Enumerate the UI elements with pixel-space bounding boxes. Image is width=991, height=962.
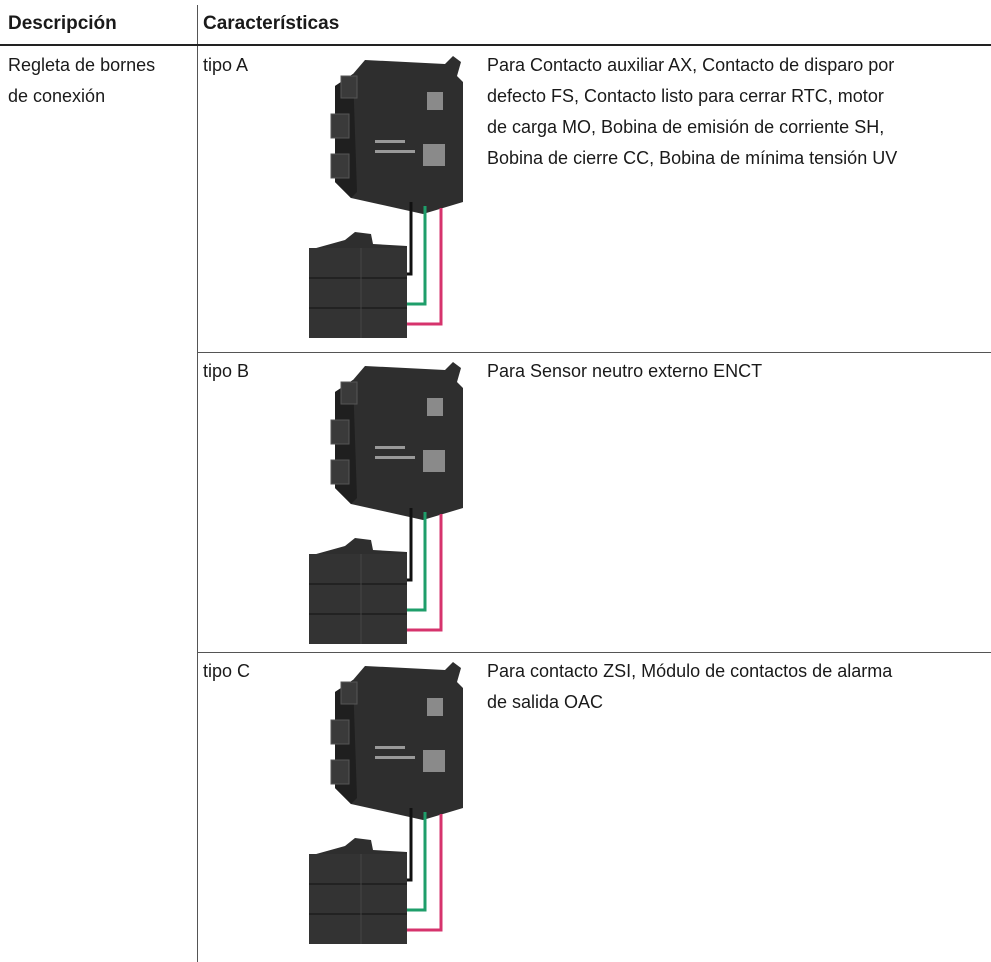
terminal-block <box>307 660 465 946</box>
type-label: tipo C <box>203 661 251 681</box>
feature-text: Para Sensor neutro externo ENCT <box>487 361 763 381</box>
feature-text: Bobina de cierre CC, Bobina de mínima te… <box>487 148 898 168</box>
feature-text: defecto FS, Contacto listo para cerrar R… <box>487 86 884 106</box>
feature-text: de carga MO, Bobina de emisión de corrie… <box>487 117 885 137</box>
product-image <box>307 360 465 646</box>
header-cell: Descripción <box>8 13 117 34</box>
feature-text: Para Contacto auxiliar AX, Contacto de d… <box>487 55 895 75</box>
column-divider <box>197 5 198 962</box>
feature-text: de salida OAC <box>487 692 604 712</box>
terminal-block <box>307 54 465 340</box>
header-rule <box>0 44 991 46</box>
product-image <box>307 54 465 340</box>
product-image <box>307 660 465 946</box>
type-label: tipo B <box>203 361 250 381</box>
row-rule <box>197 652 991 653</box>
header-cell: Características <box>203 13 340 34</box>
type-label: tipo A <box>203 55 249 75</box>
terminal-block <box>307 360 465 646</box>
description-line: Regleta de bornes <box>8 55 156 75</box>
feature-text: Para contacto ZSI, Módulo de contactos d… <box>487 661 893 681</box>
row-rule <box>197 352 991 353</box>
description-line: de conexión <box>8 86 106 106</box>
